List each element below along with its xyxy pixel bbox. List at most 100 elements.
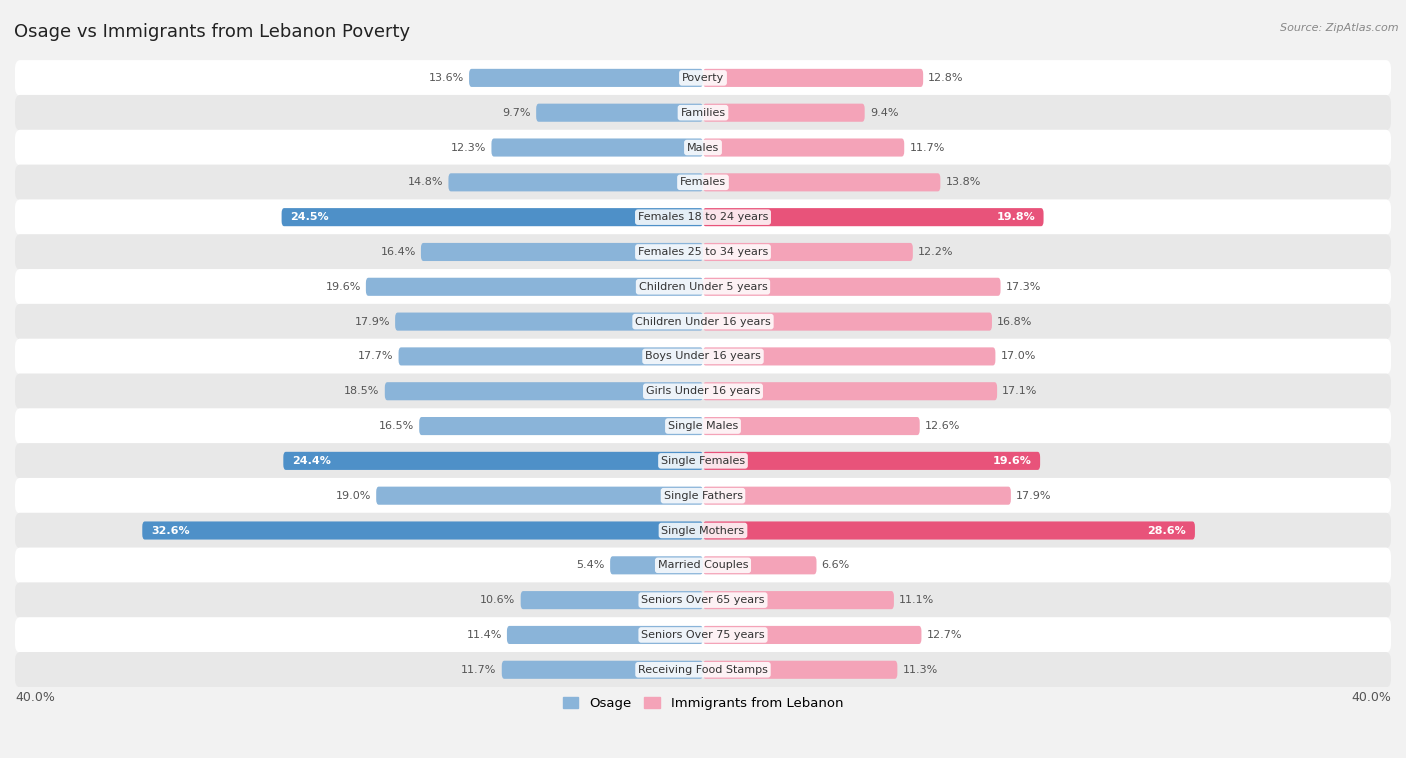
FancyBboxPatch shape: [703, 382, 997, 400]
FancyBboxPatch shape: [15, 60, 1391, 96]
Text: 19.0%: 19.0%: [336, 490, 371, 501]
FancyBboxPatch shape: [703, 556, 817, 575]
Text: 5.4%: 5.4%: [576, 560, 605, 570]
FancyBboxPatch shape: [536, 104, 703, 122]
Text: Single Females: Single Females: [661, 456, 745, 466]
FancyBboxPatch shape: [15, 478, 1391, 513]
Text: 19.6%: 19.6%: [325, 282, 361, 292]
FancyBboxPatch shape: [15, 95, 1391, 130]
Text: 28.6%: 28.6%: [1147, 525, 1187, 535]
Text: 32.6%: 32.6%: [150, 525, 190, 535]
Text: 11.7%: 11.7%: [910, 143, 945, 152]
FancyBboxPatch shape: [419, 417, 703, 435]
Text: 18.5%: 18.5%: [344, 387, 380, 396]
Text: 24.5%: 24.5%: [290, 212, 329, 222]
FancyBboxPatch shape: [15, 547, 1391, 583]
Text: Girls Under 16 years: Girls Under 16 years: [645, 387, 761, 396]
FancyBboxPatch shape: [15, 130, 1391, 165]
Text: 9.7%: 9.7%: [502, 108, 531, 117]
Text: 17.7%: 17.7%: [359, 352, 394, 362]
FancyBboxPatch shape: [703, 417, 920, 435]
FancyBboxPatch shape: [15, 582, 1391, 618]
FancyBboxPatch shape: [15, 339, 1391, 374]
FancyBboxPatch shape: [703, 626, 921, 644]
FancyBboxPatch shape: [281, 208, 703, 226]
Text: 40.0%: 40.0%: [1351, 691, 1391, 704]
FancyBboxPatch shape: [703, 277, 1001, 296]
Text: Married Couples: Married Couples: [658, 560, 748, 570]
FancyBboxPatch shape: [508, 626, 703, 644]
Text: Females 25 to 34 years: Females 25 to 34 years: [638, 247, 768, 257]
FancyBboxPatch shape: [703, 208, 1043, 226]
Text: Children Under 16 years: Children Under 16 years: [636, 317, 770, 327]
Text: Poverty: Poverty: [682, 73, 724, 83]
FancyBboxPatch shape: [15, 374, 1391, 409]
Text: Source: ZipAtlas.com: Source: ZipAtlas.com: [1281, 23, 1399, 33]
FancyBboxPatch shape: [703, 452, 1040, 470]
FancyBboxPatch shape: [703, 591, 894, 609]
Text: 12.7%: 12.7%: [927, 630, 962, 640]
FancyBboxPatch shape: [520, 591, 703, 609]
FancyBboxPatch shape: [420, 243, 703, 261]
FancyBboxPatch shape: [385, 382, 703, 400]
Text: Seniors Over 65 years: Seniors Over 65 years: [641, 595, 765, 605]
Text: 11.4%: 11.4%: [467, 630, 502, 640]
Text: 17.1%: 17.1%: [1002, 387, 1038, 396]
FancyBboxPatch shape: [703, 347, 995, 365]
Text: 12.6%: 12.6%: [925, 421, 960, 431]
FancyBboxPatch shape: [703, 487, 1011, 505]
FancyBboxPatch shape: [492, 139, 703, 157]
FancyBboxPatch shape: [502, 661, 703, 679]
Text: 13.8%: 13.8%: [945, 177, 981, 187]
Text: 11.7%: 11.7%: [461, 665, 496, 675]
Text: Single Fathers: Single Fathers: [664, 490, 742, 501]
Text: 11.3%: 11.3%: [903, 665, 938, 675]
FancyBboxPatch shape: [703, 104, 865, 122]
FancyBboxPatch shape: [703, 69, 924, 87]
FancyBboxPatch shape: [703, 661, 897, 679]
Legend: Osage, Immigrants from Lebanon: Osage, Immigrants from Lebanon: [557, 691, 849, 715]
Text: 16.4%: 16.4%: [381, 247, 416, 257]
FancyBboxPatch shape: [703, 522, 1195, 540]
Text: 16.5%: 16.5%: [378, 421, 413, 431]
FancyBboxPatch shape: [142, 522, 703, 540]
Text: 12.8%: 12.8%: [928, 73, 965, 83]
Text: Single Mothers: Single Mothers: [661, 525, 745, 535]
Text: 19.6%: 19.6%: [993, 456, 1032, 466]
Text: Children Under 5 years: Children Under 5 years: [638, 282, 768, 292]
Text: 17.9%: 17.9%: [354, 317, 389, 327]
FancyBboxPatch shape: [395, 312, 703, 330]
FancyBboxPatch shape: [15, 269, 1391, 305]
FancyBboxPatch shape: [15, 512, 1391, 548]
FancyBboxPatch shape: [703, 139, 904, 157]
FancyBboxPatch shape: [470, 69, 703, 87]
FancyBboxPatch shape: [610, 556, 703, 575]
Text: 9.4%: 9.4%: [870, 108, 898, 117]
FancyBboxPatch shape: [15, 234, 1391, 270]
FancyBboxPatch shape: [366, 277, 703, 296]
Text: 17.3%: 17.3%: [1005, 282, 1040, 292]
Text: 6.6%: 6.6%: [821, 560, 851, 570]
FancyBboxPatch shape: [15, 164, 1391, 200]
Text: Males: Males: [688, 143, 718, 152]
FancyBboxPatch shape: [284, 452, 703, 470]
FancyBboxPatch shape: [377, 487, 703, 505]
FancyBboxPatch shape: [15, 617, 1391, 653]
FancyBboxPatch shape: [15, 304, 1391, 340]
Text: Receiving Food Stamps: Receiving Food Stamps: [638, 665, 768, 675]
Text: Single Males: Single Males: [668, 421, 738, 431]
Text: 10.6%: 10.6%: [481, 595, 516, 605]
FancyBboxPatch shape: [703, 174, 941, 191]
Text: Females 18 to 24 years: Females 18 to 24 years: [638, 212, 768, 222]
Text: 24.4%: 24.4%: [292, 456, 330, 466]
FancyBboxPatch shape: [15, 443, 1391, 478]
Text: 12.3%: 12.3%: [451, 143, 486, 152]
Text: Families: Families: [681, 108, 725, 117]
Text: 13.6%: 13.6%: [429, 73, 464, 83]
Text: 12.2%: 12.2%: [918, 247, 953, 257]
Text: 17.0%: 17.0%: [1001, 352, 1036, 362]
FancyBboxPatch shape: [703, 312, 993, 330]
Text: 19.8%: 19.8%: [997, 212, 1035, 222]
Text: 14.8%: 14.8%: [408, 177, 443, 187]
Text: Females: Females: [681, 177, 725, 187]
